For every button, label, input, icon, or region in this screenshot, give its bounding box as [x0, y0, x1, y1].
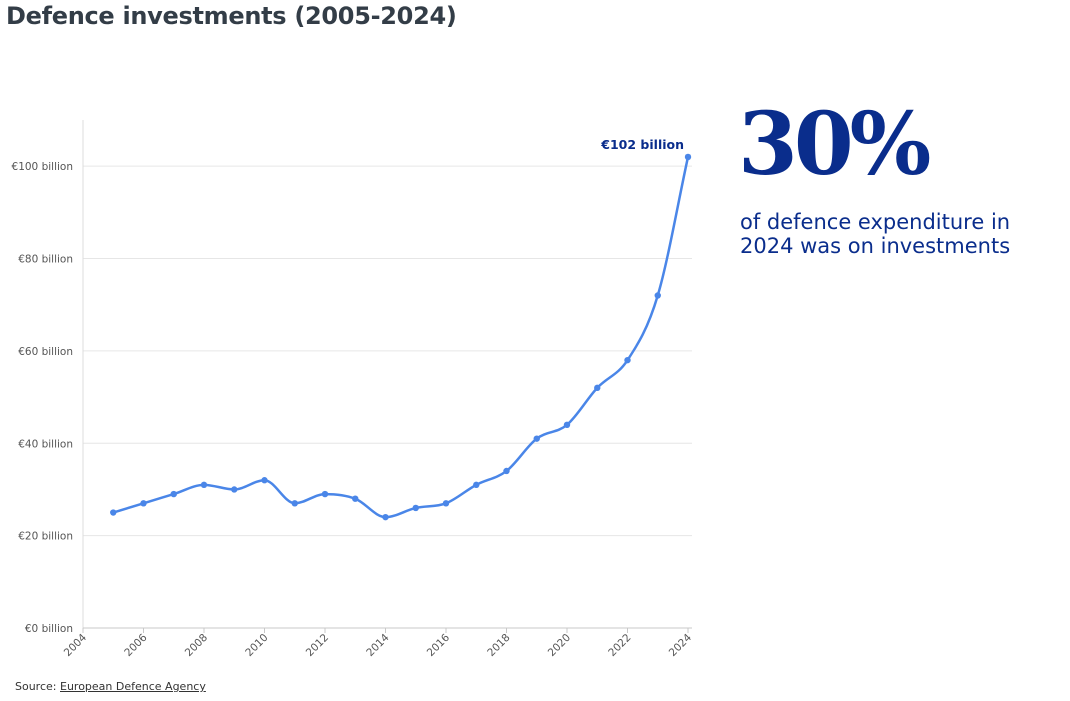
data-point[interactable] — [654, 292, 661, 299]
source-note: Source: European Defence Agency — [15, 680, 206, 693]
axes — [82, 120, 692, 633]
x-tick-label: 2014 — [364, 631, 392, 659]
data-point[interactable] — [140, 500, 147, 507]
data-point[interactable] — [352, 495, 359, 502]
series-layer — [110, 153, 692, 521]
data-point[interactable] — [261, 477, 268, 484]
y-axis-tick-labels: €0 billion €20 billion €40 billion €60 bill… — [12, 161, 73, 635]
annotations: €102 billion — [600, 137, 684, 152]
data-point[interactable] — [442, 500, 450, 507]
data-point[interactable] — [231, 486, 238, 493]
y-tick-label: €60 billion — [18, 346, 73, 358]
source-link[interactable]: European Defence Agency — [60, 680, 206, 693]
source-prefix: Source: — [15, 680, 57, 693]
y-tick-label: €40 billion — [18, 438, 73, 450]
data-point[interactable] — [170, 490, 177, 498]
data-point[interactable] — [473, 481, 480, 489]
x-tick-label: 2016 — [425, 631, 453, 659]
data-point[interactable] — [321, 490, 329, 498]
chart-title: Defence investments (2005-2024) — [6, 2, 457, 30]
x-tick-label: 2020 — [546, 632, 573, 659]
data-point[interactable] — [533, 435, 540, 442]
data-point[interactable] — [503, 467, 510, 475]
x-tick-label: 2004 — [62, 631, 90, 659]
x-tick-label: 2012 — [304, 632, 331, 659]
highlight-caption: of defence expenditure in 2024 was on in… — [740, 210, 1011, 258]
x-tick-label: 2024 — [667, 631, 695, 659]
line-chart: €0 billion €20 billion €40 billion €60 bill… — [12, 120, 695, 659]
x-tick-label: 2022 — [606, 632, 633, 659]
x-tick-label: 2018 — [485, 632, 512, 659]
x-axis-tick-labels: 2004 2006 2008 2010 2012 2014 2016 2018 2020 2022… — [62, 631, 695, 659]
series-line — [112, 155, 690, 519]
y-tick-label: €100 billion — [12, 161, 73, 173]
data-label: €102 billion — [600, 137, 684, 152]
y-tick-label: €80 billion — [18, 254, 73, 266]
data-point[interactable] — [110, 509, 117, 516]
data-point[interactable] — [200, 481, 208, 489]
x-tick-label: 2008 — [183, 632, 210, 659]
data-point[interactable] — [594, 384, 601, 392]
data-point[interactable] — [563, 421, 571, 428]
data-point[interactable] — [412, 504, 419, 512]
x-tick-label: 2006 — [122, 631, 150, 659]
highlight-percentage: 30% — [738, 94, 931, 195]
data-point[interactable] — [382, 513, 389, 521]
data-point[interactable] — [624, 356, 631, 364]
x-tick-label: 2010 — [243, 632, 270, 659]
y-tick-label: €0 billion — [25, 623, 73, 635]
data-point[interactable] — [291, 500, 298, 507]
y-tick-label: €20 billion — [18, 531, 73, 543]
gridlines — [83, 165, 692, 537]
data-point[interactable] — [684, 153, 692, 161]
